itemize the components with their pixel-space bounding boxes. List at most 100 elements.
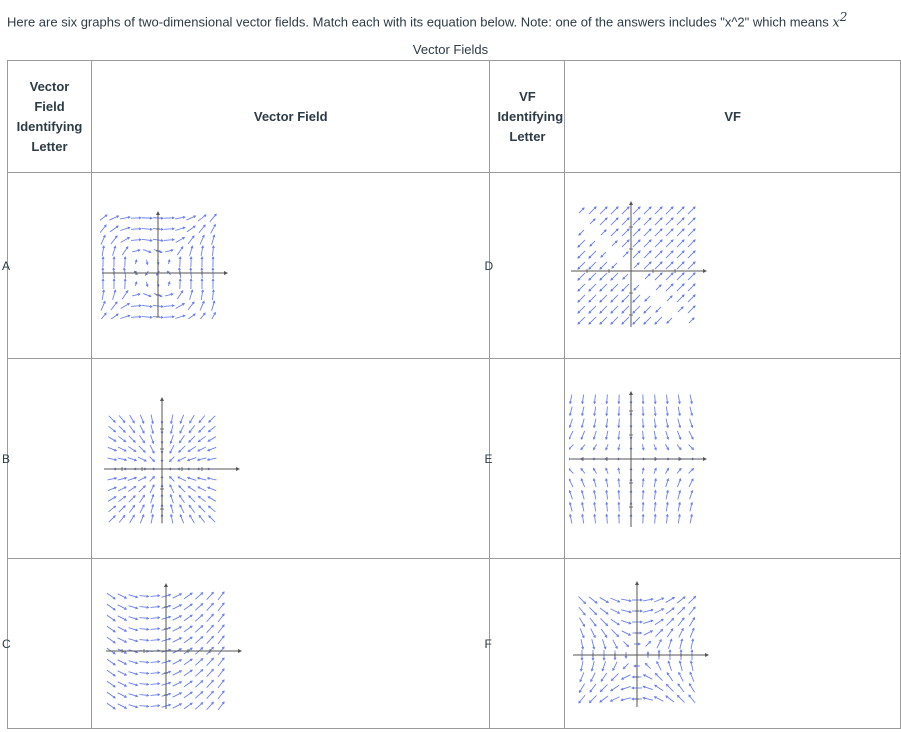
arrow-head (189, 256, 193, 260)
field-arrow (594, 502, 597, 512)
field-arrow (655, 272, 663, 281)
field-arrow (644, 217, 652, 226)
arrow-head (642, 413, 646, 417)
field-arrow (689, 406, 693, 416)
field-arrow (656, 306, 662, 313)
letter-label: B (2, 451, 11, 466)
field-arrow (217, 635, 225, 645)
field-arrow (128, 638, 138, 642)
arrow-head (113, 245, 117, 249)
field-arrow (666, 217, 674, 226)
field-arrow (217, 602, 225, 612)
arrow-head (179, 692, 183, 695)
arrow-head (693, 272, 697, 276)
x-axis-arrow (703, 269, 708, 273)
arrow-head (202, 224, 206, 228)
arrow-head (101, 278, 105, 282)
arrow-head (124, 684, 128, 687)
field-arrow (570, 394, 573, 404)
arrow-head (654, 436, 658, 441)
arrow-head (577, 288, 581, 292)
arrow-head (624, 655, 628, 659)
arrow-head (648, 273, 652, 277)
field-arrow (618, 478, 621, 488)
field-arrow (679, 639, 684, 649)
field-arrow (642, 490, 645, 500)
arrow-head (654, 501, 658, 505)
arrow-head (602, 657, 606, 661)
arrow-head (143, 458, 147, 462)
field-arrow (677, 294, 685, 303)
field-arrow (179, 495, 185, 503)
field-arrow (688, 272, 696, 281)
field-arrow (678, 406, 681, 416)
field-arrow (689, 317, 695, 324)
arrow-head (178, 449, 182, 453)
arrow-head (645, 662, 649, 666)
field-arrow (211, 245, 214, 257)
field-arrow (633, 294, 641, 303)
field-arrow (678, 306, 684, 313)
field-arrow (207, 436, 217, 442)
arrow-head (642, 696, 646, 700)
arrow-head (149, 227, 153, 231)
field-arrow (677, 418, 682, 428)
field-arrow (581, 430, 586, 440)
arrow-head (569, 425, 572, 429)
arrow-head (593, 513, 597, 517)
arrow-head (211, 701, 214, 705)
arrow-head (628, 633, 632, 636)
field-arrow (108, 425, 116, 433)
arrow-head (192, 225, 196, 229)
field-arrow (177, 456, 187, 462)
arrow-head (151, 431, 155, 435)
arrow-head (157, 638, 161, 642)
arrow-head (604, 229, 608, 233)
arrow-head (681, 306, 685, 310)
field-arrow (590, 672, 597, 682)
field-arrow (678, 617, 685, 627)
arrow-head (592, 646, 596, 650)
arrow-head (678, 489, 682, 493)
field-arrow (655, 206, 663, 215)
arrow-head (198, 505, 202, 509)
arrow-head (642, 447, 646, 451)
arrow-head (569, 413, 573, 417)
field-arrow (187, 446, 196, 452)
field-arrow (666, 394, 669, 404)
arrow-head (690, 425, 694, 429)
arrow-head (581, 413, 585, 417)
arrow-head (649, 206, 653, 210)
arrow-head (187, 485, 191, 489)
field-arrow (600, 684, 609, 692)
arrow-head (661, 597, 665, 601)
field-arrow (106, 636, 116, 644)
field-arrow (163, 239, 174, 241)
arrow-head (581, 489, 585, 493)
arrow-head (651, 608, 655, 612)
field-arrow (149, 476, 155, 482)
arrow-head (157, 682, 161, 686)
field-arrow (130, 305, 141, 307)
field-arrow (211, 312, 216, 319)
field-arrow (600, 607, 609, 615)
field-arrow (688, 283, 696, 292)
arrow-head (621, 677, 625, 680)
arrow-head (590, 679, 594, 683)
field-arrow (163, 228, 174, 230)
field-arrow (194, 658, 203, 666)
field-arrow (128, 627, 138, 631)
field-arrow (217, 591, 225, 601)
arrow-head (135, 617, 139, 621)
arrow-head (679, 660, 683, 664)
field-arrow (183, 702, 193, 710)
arrow-head (178, 278, 182, 282)
field-arrow (654, 394, 657, 404)
field-arrow (633, 316, 641, 325)
field-arrow (109, 215, 119, 221)
field-arrow (194, 614, 203, 622)
field-arrow (655, 684, 664, 692)
x-axis-arrow (235, 467, 240, 471)
arrow-head (133, 458, 138, 462)
field-arrow (666, 239, 674, 248)
